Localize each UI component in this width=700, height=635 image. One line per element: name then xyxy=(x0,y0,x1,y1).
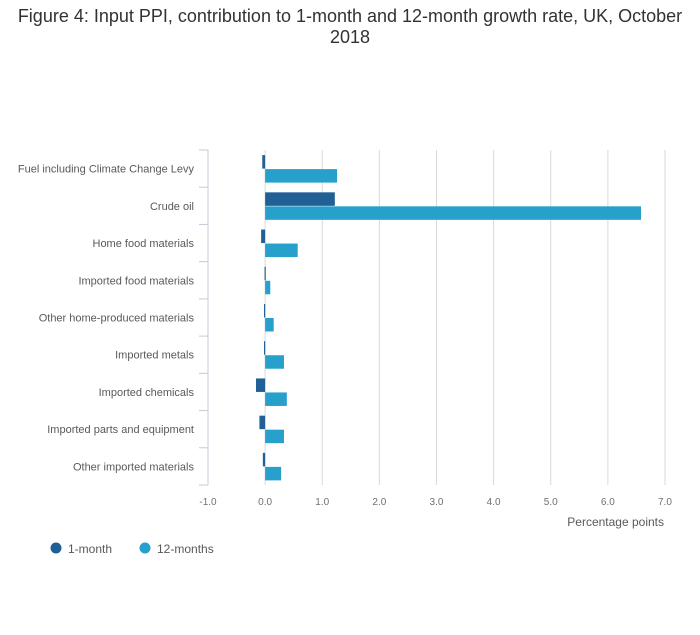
category-axis: Fuel including Climate Change Levy Crude … xyxy=(18,149,209,486)
bar-12-months xyxy=(265,169,338,183)
bar-12-months xyxy=(265,318,274,332)
x-tick-label: 0.0 xyxy=(258,497,272,508)
bars xyxy=(255,155,642,481)
chart-title: Figure 4: Input PPI, contribution to 1-m… xyxy=(17,6,683,47)
bar-1-month xyxy=(259,415,266,430)
category-label: Imported chemicals xyxy=(99,387,195,399)
bar-12-months xyxy=(265,355,284,369)
legend-marker xyxy=(50,542,62,554)
x-tick-labels: -1.0 0.0 1.0 2.0 3.0 4.0 5.0 6.0 7.0 xyxy=(199,497,672,508)
bar-12-months xyxy=(265,466,282,481)
x-tick-label: 2.0 xyxy=(372,497,386,508)
x-axis-title: Percentage points xyxy=(567,515,664,529)
bar-1-month xyxy=(262,452,266,467)
x-tick-label: 5.0 xyxy=(544,497,558,508)
category-label: Other imported materials xyxy=(73,461,195,473)
legend: 1-month 12-months xyxy=(50,542,214,556)
bar-12-months xyxy=(265,429,284,444)
category-label: Home food materials xyxy=(93,238,195,250)
category-label: Imported parts and equipment xyxy=(47,424,194,436)
bar-1-month xyxy=(255,378,266,392)
category-label: Fuel including Climate Change Levy xyxy=(18,164,195,176)
bar-1-month xyxy=(264,266,266,281)
x-tick-label: 6.0 xyxy=(601,497,615,508)
category-label: Crude oil xyxy=(150,201,194,213)
x-tick-label: -1.0 xyxy=(199,497,217,508)
legend-marker xyxy=(139,542,151,554)
bar-12-months xyxy=(265,206,642,220)
bar-1-month xyxy=(265,192,335,206)
x-tick-label: 1.0 xyxy=(315,497,329,508)
legend-label: 12-months xyxy=(157,542,214,556)
x-tick-label: 7.0 xyxy=(658,497,672,508)
category-label: Other home-produced materials xyxy=(39,313,195,325)
bar-1-month xyxy=(261,229,266,244)
category-label: Imported food materials xyxy=(78,275,194,287)
x-tick-label: 4.0 xyxy=(487,497,501,508)
bar-12-months xyxy=(265,392,287,406)
legend-label: 1-month xyxy=(68,542,112,556)
x-tick-label: 3.0 xyxy=(430,497,444,508)
bar-1-month xyxy=(263,304,266,318)
bar-12-months xyxy=(265,280,271,295)
bar-1-month xyxy=(263,341,266,355)
category-label: Imported metals xyxy=(115,350,194,362)
bar-1-month xyxy=(262,155,266,169)
bar-12-months xyxy=(265,243,298,258)
